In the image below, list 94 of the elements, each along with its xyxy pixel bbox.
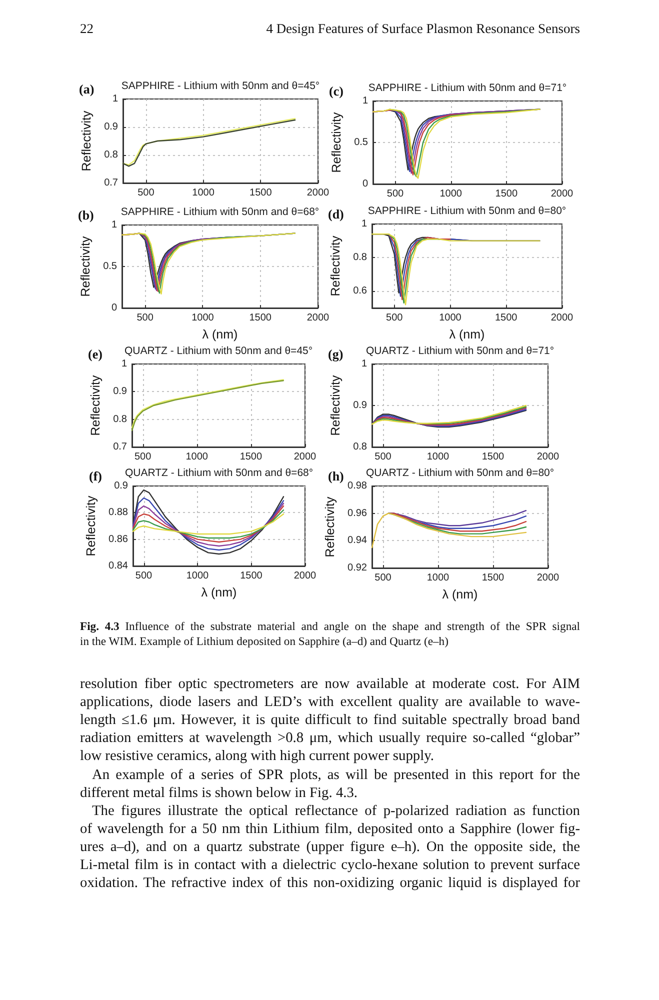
y-tick-label: 0 [111,302,118,314]
x-tick-label: 1000 [192,188,215,198]
y-axis-title: Reflectivity [78,236,93,297]
x-tick-label: 2000 [306,188,330,198]
chart-title: QUARTZ - Lithium with 50nm and θ=71° [366,345,554,357]
x-tick-label: 1000 [192,312,214,324]
y-tick-label: 0.8 [113,414,128,425]
y-tick-label: 1 [361,218,368,230]
chart-title: QUARTZ - Lithium with 50nm and θ=80° [366,467,554,479]
x-tick-label: 1500 [250,188,272,198]
text: (f) [89,468,102,484]
x-tick-label: 1000 [426,452,450,462]
y-tick-label: 0.84 [108,560,128,572]
y-tick-label: 0.5 [103,261,118,272]
x-tick-label: 1500 [482,452,505,462]
caption: Fig. 4.3 Influence of the substrate material and angle on the shape and strength of the SPR signal in the WIM. Example of Lithium deposited on Sapphire (a–d) and Quartz (e–h) [80,619,580,649]
x-tick-label: 1500 [482,572,505,584]
text: (c) [329,84,344,98]
x-tick-label: 500 [138,188,155,198]
x-tick-label: 1500 [495,188,518,200]
x-tick-label: 1000 [186,452,208,462]
y-tick-label: 0.9 [104,122,118,132]
y-tick-label: 1 [112,94,118,104]
y-tick-label: 0.98 [348,480,368,492]
x-tick-label: 500 [135,570,153,582]
x-tick-label: 1000 [186,570,210,582]
x-axis-title: λ (nm) [201,586,237,600]
text: (a) [79,82,94,96]
x-tick-label: 2000 [550,188,574,200]
y-tick-label: 0.94 [348,535,368,546]
y-tick-label: 0.96 [348,508,368,519]
x-axis-title: λ (nm) [449,328,485,342]
y-tick-label: 0.9 [353,400,368,411]
x-tick-label: 500 [136,312,154,324]
y-tick-label: 0.8 [353,442,368,452]
x-tick-label: 2000 [294,452,317,462]
y-tick-label: 0.8 [353,252,368,264]
y-tick-label: 0.6 [353,286,368,297]
x-tick-label: 2000 [536,572,560,584]
y-tick-label: 0.7 [104,178,118,188]
chart-title: SAPPHIRE - Lithium with 50nm and θ=80° [368,205,566,217]
text: An example of a series of SPR plots, as will be presented in this report for the different metal films is shown below in Fig. 4.3. [80,766,580,802]
x-tick-label: 1500 [240,452,262,462]
chart-title: SAPPHIRE - Lithium with 50nm and θ=71° [368,82,567,94]
y-tick-label: 0.86 [108,534,128,545]
y-tick-label: 0.7 [113,442,128,452]
x-tick-label: 2000 [550,312,574,324]
y-tick-label: 1 [121,358,128,370]
y-axis-title: Reflectivity [323,496,338,558]
y-axis-title: Reflectivity [84,495,98,556]
text: (g) [328,346,344,362]
y-tick-label: 1 [362,96,368,106]
x-tick-label: 1000 [439,312,462,324]
text: (b) [78,208,94,222]
y-tick-label: 0.9 [113,386,128,398]
y-axis-title: Reflectivity [88,374,103,436]
x-tick-label: 1000 [426,572,450,584]
x-tick-label: 2000 [536,452,560,462]
x-axis-title: λ (nm) [442,588,478,602]
text: (h) [328,468,344,484]
x-axis-title: λ (nm) [202,328,238,342]
x-tick-label: 1500 [249,312,272,324]
text: 4 Design Features of Surface Plasmon Resonance Sensors [266,20,580,38]
y-tick-label: 0.88 [108,507,128,518]
x-tick-label: 2000 [294,570,317,582]
x-tick-label: 1500 [494,312,518,324]
x-tick-label: 500 [374,452,392,462]
text: 22 [80,20,94,38]
x-tick-label: 500 [134,452,152,462]
x-tick-label: 1500 [240,570,263,582]
text: (d) [328,206,344,222]
x-tick-label: 500 [386,312,404,324]
x-tick-label: 1000 [440,188,462,200]
text: resolution fiber optic spectrometers are now available at moderate cost. For AIM applications, diode lasers and LED’s with excellent quality are available to wave- length ≤1.6 μm. However, it is quite difficult to find suitable spectrally broad band radiation emitters at wavelength >0.8 μm, which usually require so-called “globar” low resistive ceramics, along with high current power supply. [80,675,580,766]
y-axis-title: Reflectivity [328,235,343,296]
chart-title: QUARTZ - Lithium with 50nm and θ=68° [124,467,314,479]
y-axis-title: Reflectivity [80,110,94,172]
x-tick-label: 500 [374,572,392,584]
x-tick-label: 2000 [306,312,330,324]
y-axis-title: Reflectivity [328,374,343,436]
text: (e) [88,346,102,362]
y-tick-label: 0.9 [114,480,128,492]
x-tick-label: 500 [386,188,404,200]
chart-title: SAPPHIRE - Lithium with 50nm and θ=45° [121,80,320,92]
y-tick-label: 0 [362,178,368,190]
text: The figures illustrate the optical reflectance of p-polarized radiation as function of wavelength for a 50 nm thin Lithium film, deposited onto a Sapphire (lower fig- ures a–d), and on a quartz substrate (upper figure e–h). On the opposite side, the Li-metal film is in contact with a dielectric cyclo-hexane solution to prevent surface oxidation. The refractive index of this non-oxidizing organic liquid is displayed for [80,802,580,892]
y-tick-label: 1 [111,220,118,230]
chart-title: SAPPHIRE - Lithium with 50nm and θ=68° [120,206,320,218]
y-tick-label: 1 [361,358,368,370]
chart-title: QUARTZ - Lithium with 50nm and θ=45° [124,345,313,357]
y-tick-label: 0.8 [104,150,118,160]
y-axis-title: Reflectivity [330,112,344,173]
y-tick-label: 0.5 [354,137,368,148]
y-tick-label: 0.92 [348,562,368,574]
